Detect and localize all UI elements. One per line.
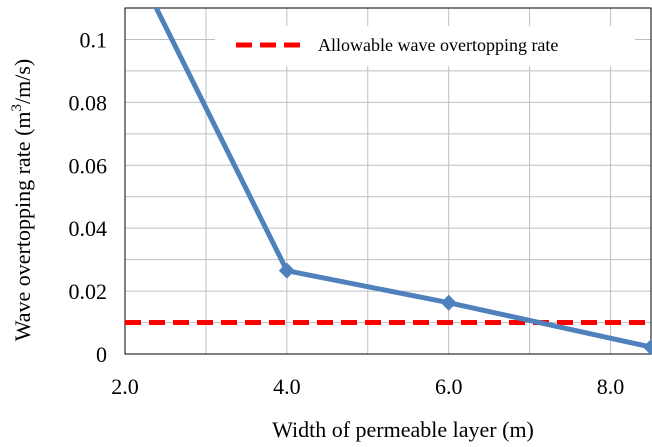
y-tick-label: 0.02 <box>69 279 108 304</box>
y-tick-label: 0.04 <box>69 216 108 241</box>
y-tick-labels: 0 0.02 0.04 0.06 0.08 0.1 <box>69 27 108 367</box>
x-tick-label: 2.0 <box>111 374 139 399</box>
y-tick-label: 0.06 <box>69 153 108 178</box>
y-tick-label: 0 <box>96 342 107 367</box>
legend-label-allowable: Allowable wave overtopping rate <box>318 35 558 55</box>
plot-frame <box>124 7 652 355</box>
x-tick-labels: 2.0 4.0 6.0 8.0 <box>111 374 624 399</box>
x-tick-label: 6.0 <box>435 374 463 399</box>
data-point-marker <box>278 262 295 279</box>
y-tick-label: 0.1 <box>80 27 108 52</box>
data-point-marker <box>643 339 652 356</box>
y-axis-title-main: Wave overtopping rate (m <box>10 111 35 341</box>
data-layer <box>125 8 652 356</box>
series-line <box>153 8 652 350</box>
y-axis-title: Wave overtopping rate (m3/m/s) <box>9 59 35 342</box>
data-point-marker <box>440 294 457 311</box>
y-axis-title-tail: /m/s) <box>10 59 35 104</box>
x-tick-label: 8.0 <box>597 374 625 399</box>
x-axis-title: Width of permeable layer (m) <box>272 417 534 442</box>
y-tick-label: 0.08 <box>69 90 108 115</box>
legend: Allowable wave overtopping rate <box>215 26 635 66</box>
x-tick-label: 4.0 <box>273 374 301 399</box>
y-axis-title-superscript: 3 <box>9 104 25 112</box>
